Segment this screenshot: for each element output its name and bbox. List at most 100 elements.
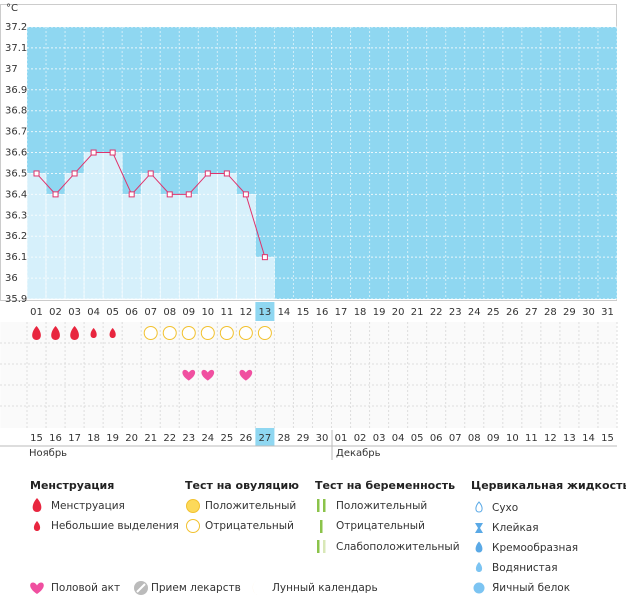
menstruation-icon: [70, 326, 79, 340]
legend-icon: [475, 562, 483, 572]
menstruation-icon: [32, 326, 41, 340]
x-tick-label: 25: [487, 307, 500, 318]
y-tick-label: 36.9: [5, 85, 27, 96]
y-tick-label: 37: [5, 64, 18, 75]
y-tick-label: 35.9: [5, 294, 27, 305]
date-label: 08: [468, 433, 481, 444]
y-tick-label: 37.1: [5, 43, 27, 54]
date-label: 29: [297, 433, 310, 444]
y-unit: °C: [6, 3, 18, 14]
legend-item: Положительный: [205, 500, 296, 512]
x-tick-label: 30: [582, 307, 595, 318]
date-label: 05: [411, 433, 424, 444]
month-label: Декабрь: [336, 448, 381, 459]
legend-icon: [475, 541, 483, 553]
legend-item: Менструация: [51, 500, 125, 512]
legend-item: Отрицательный: [205, 520, 294, 532]
legend-item: Водянистая: [492, 562, 558, 574]
y-tick-label: 37.2: [5, 22, 27, 33]
today-highlight: [255, 302, 275, 321]
date-label: 07: [449, 433, 462, 444]
x-tick-label: 27: [525, 307, 538, 318]
x-tick-label: 01: [30, 307, 43, 318]
date-label: 23: [182, 433, 195, 444]
y-tick-label: 36.6: [5, 148, 27, 159]
ovulation-icon: [162, 326, 177, 340]
date-label: 11: [525, 433, 538, 444]
date-label: 01: [335, 433, 348, 444]
legend-title: Тест на овуляцию: [185, 479, 299, 492]
x-tick-label: 26: [506, 307, 519, 318]
y-tick-label: 36: [5, 273, 18, 284]
x-tick-label: 29: [563, 307, 576, 318]
point: [204, 170, 211, 177]
date-label: 16: [49, 433, 62, 444]
date-label: 02: [354, 433, 367, 444]
legend-item: Слабоположительный: [336, 541, 460, 553]
date-label: 10: [506, 433, 519, 444]
x-tick-label: 15: [297, 307, 310, 318]
date-label: 17: [68, 433, 81, 444]
bar: [236, 194, 256, 300]
point: [90, 149, 97, 156]
x-tick-label: 06: [125, 307, 138, 318]
x-tick-label: 28: [544, 307, 557, 318]
ovulation-icon: [143, 326, 158, 340]
date-label: 12: [544, 433, 557, 444]
legend-icon: [475, 501, 483, 513]
menstruation-icon: [109, 328, 116, 338]
bar: [83, 152, 104, 300]
x-tick-label: 21: [411, 307, 424, 318]
heart-icon: [182, 369, 196, 381]
legend-item: Положительный: [336, 500, 427, 512]
ovulation-icon: [238, 326, 253, 340]
x-tick-label: 13: [259, 307, 272, 318]
bar: [121, 194, 142, 300]
date-label: 22: [163, 433, 176, 444]
y-tick-label: 36.5: [5, 168, 27, 179]
legend-item: Сухо: [492, 502, 518, 514]
x-tick-label: 17: [335, 307, 348, 318]
heart-icon: [239, 369, 253, 381]
y-tick-label: 36.4: [5, 189, 27, 200]
point: [128, 191, 135, 198]
heart-icon: [201, 369, 215, 381]
date-label: 06: [430, 433, 443, 444]
x-tick-label: 18: [354, 307, 367, 318]
bar: [159, 194, 180, 300]
month-label: Ноябрь: [29, 448, 67, 459]
bar: [102, 152, 123, 300]
x-tick-label: 02: [49, 307, 62, 318]
point: [185, 191, 192, 198]
point: [223, 170, 230, 177]
y-tick-label: 36.2: [5, 231, 27, 242]
x-tick-label: 04: [87, 307, 100, 318]
x-tick-label: 16: [316, 307, 329, 318]
x-tick-label: 19: [373, 307, 386, 318]
date-label: 20: [125, 433, 138, 444]
date-label: 26: [240, 433, 253, 444]
y-tick-label: 36.1: [5, 252, 27, 263]
date-label: 18: [87, 433, 100, 444]
date-label: 19: [106, 433, 119, 444]
legend-title: Тест на беременность: [315, 479, 455, 492]
date-label: 15: [30, 433, 43, 444]
legend-title: Цервикальная жидкость: [471, 479, 626, 492]
x-tick-label: 12: [240, 307, 253, 318]
x-tick-label: 03: [68, 307, 81, 318]
date-label: 24: [201, 433, 214, 444]
ovulation-icon: [181, 326, 196, 340]
legend-item: Лунный календарь: [272, 582, 378, 594]
point: [242, 191, 249, 198]
date-label: 15: [601, 433, 614, 444]
date-label: 27: [259, 433, 272, 444]
x-tick-label: 31: [601, 307, 614, 318]
date-label: 04: [392, 433, 405, 444]
ovulation-icon: [257, 326, 272, 340]
point: [166, 191, 173, 198]
date-label: 09: [487, 433, 500, 444]
today-highlight: [255, 428, 275, 446]
legend-item: Яичный белок: [492, 582, 570, 594]
date-label: 28: [278, 433, 291, 444]
